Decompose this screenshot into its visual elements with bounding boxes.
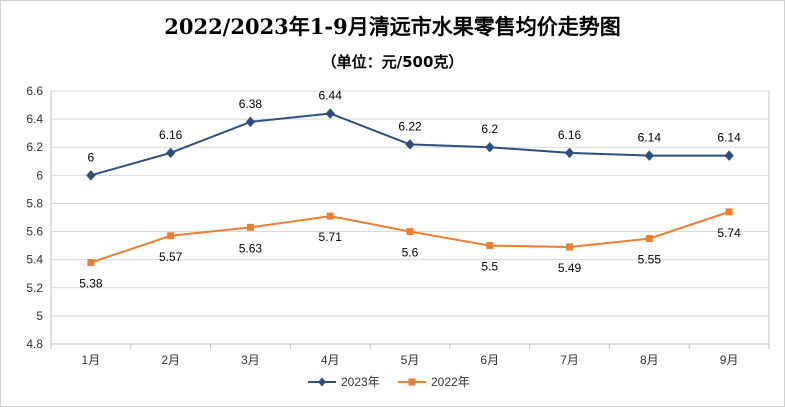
data-label: 6.38 [239,97,263,111]
data-label: 6.16 [159,128,183,142]
y-tick-label: 6.4 [26,112,43,126]
data-point-marker [644,150,655,161]
data-label: 5.5 [481,260,498,274]
x-tick-label: 3月 [241,353,260,367]
data-point-marker [645,235,653,243]
data-point-marker [87,258,95,266]
y-tick-label: 6.6 [26,84,43,98]
y-tick-label: 5.2 [26,281,43,295]
legend-label: 2023年 [341,375,380,389]
x-tick-label: 9月 [720,353,739,367]
legend-marker [318,377,326,387]
y-tick-label: 4.8 [26,337,43,351]
legend-label: 2022年 [431,375,470,389]
data-label: 5.57 [159,250,183,264]
chart-title: 2022/2023年1-9月清远市水果零售均价走势图 [164,14,621,39]
data-label: 6.44 [319,88,343,102]
y-tick-label: 5.6 [26,225,43,239]
x-tick-label: 8月 [640,353,659,367]
x-tick-label: 2月 [161,353,180,367]
data-label: 5.6 [402,246,419,260]
x-tick-label: 6月 [480,353,499,367]
chart-subtitle: （单位：元/500克） [321,53,464,71]
x-tick-label: 4月 [321,353,340,367]
data-label: 6.14 [717,131,741,145]
data-point-marker [486,242,494,250]
data-label: 5.38 [79,276,103,290]
data-point-marker [725,208,733,216]
data-label: 6.22 [398,119,422,133]
data-point-marker [245,116,256,128]
data-label: 5.74 [717,226,741,240]
data-label: 6.14 [638,131,662,145]
data-point-marker [165,147,176,159]
data-label: 5.49 [558,261,582,275]
data-point-marker [724,150,734,161]
data-label: 5.55 [638,253,662,267]
x-tick-label: 7月 [560,353,579,367]
y-tick-label: 5.8 [26,196,43,210]
data-point-marker [406,228,414,236]
data-label: 5.71 [319,230,343,244]
data-point-marker [86,170,96,181]
data-point-marker [326,212,334,220]
data-label: 6.16 [558,128,582,142]
x-tick-label: 5月 [401,353,420,367]
data-point-marker [485,141,495,153]
y-tick-label: 5 [36,309,43,323]
data-point-marker [564,147,575,159]
y-tick-label: 6 [36,168,43,182]
legend-marker [408,378,416,386]
data-point-marker [246,223,254,231]
data-label: 6.2 [481,122,498,136]
data-label: 6 [88,150,95,164]
data-point-marker [405,139,415,150]
data-point-marker [167,232,175,240]
x-tick-label: 1月 [82,353,101,367]
data-point-marker [566,243,574,251]
y-tick-label: 6.2 [26,140,43,154]
data-label: 5.63 [239,241,263,255]
data-point-marker [325,108,335,119]
y-tick-label: 5.4 [26,253,43,267]
